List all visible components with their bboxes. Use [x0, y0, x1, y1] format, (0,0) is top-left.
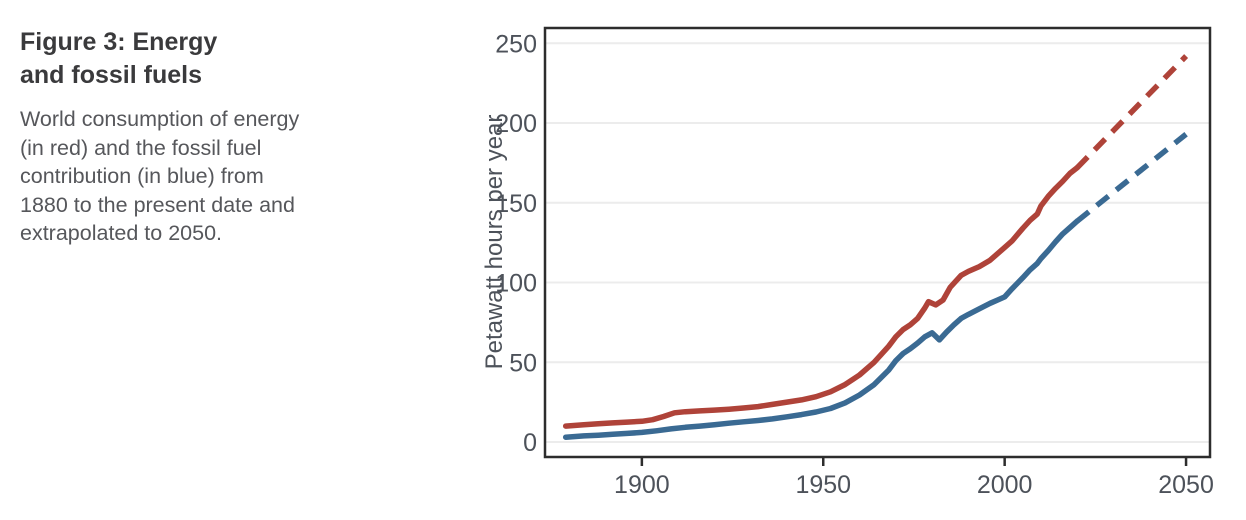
series-line-energy [562, 164, 1080, 429]
y-tick-label: 0 [523, 429, 537, 457]
energy-chart-svg: 0 50 100 150 200 250 1900 1950 2000 2050 Petawatt… [481, 26, 1214, 499]
x-tick-label: 1950 [795, 471, 851, 499]
x-tick-label: 1900 [614, 471, 670, 499]
plot-border [543, 26, 1212, 459]
figure-description: World consumption of energy (in red) and… [20, 107, 300, 246]
y-tick-label: 150 [495, 190, 537, 218]
y-tick-label: 250 [495, 30, 537, 58]
figure-title: Figure 3: Energy and fossil fuels [20, 28, 218, 89]
series-line-energy-extrapolated [1075, 54, 1189, 170]
y-tick-label: 100 [495, 270, 537, 298]
figure-caption-block: Figure 3: Energy and fossil fuels World … [20, 26, 440, 248]
y-tick-label: 200 [495, 110, 537, 138]
series-line-fossil [562, 218, 1080, 440]
energy-chart: 0 50 100 150 200 250 1900 1950 2000 2050 Petawatt… [480, 8, 1230, 513]
y-axis-title: Petawatt hours per year [481, 115, 508, 370]
x-tick-label: 2050 [1158, 471, 1214, 499]
y-tick-label: 50 [509, 349, 537, 377]
x-tick-label: 2000 [977, 471, 1033, 499]
chart-generated: 0 50 100 150 200 250 1900 1950 2000 2050 [495, 26, 1214, 499]
